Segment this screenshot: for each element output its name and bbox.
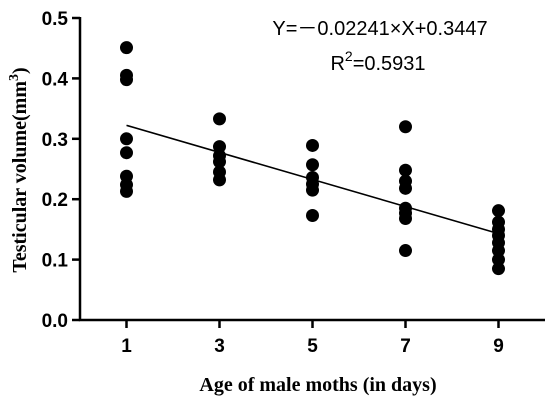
y-tick-label: 0.1 [42,251,69,272]
y-tick-label: 0.3 [42,130,68,151]
data-point [213,112,226,126]
data-point [492,204,505,218]
r2-prefix: R [330,53,344,75]
y-axis-title-end: ) [9,67,31,74]
data-point [399,120,412,134]
data-point [492,262,505,276]
x-tick-label: 1 [121,336,132,357]
data-point [120,41,133,55]
data-point [306,158,319,172]
y-axis-ticks: 0.0 0.1 0.2 0.3 0.4 0.5 [42,9,80,332]
data-point [213,155,226,169]
data-point [120,184,133,198]
y-tick-label: 0.4 [42,69,69,90]
x-tick-label: 5 [307,336,318,357]
y-axis-title-sup: 3 [7,74,22,81]
r2-superscript: 2 [345,48,353,64]
data-point [492,244,505,258]
data-point [399,163,412,177]
data-point [399,212,412,226]
data-point [399,181,412,195]
y-axis-title-main: Testicular volume(mm [9,81,31,273]
data-point [213,173,226,187]
data-point [120,146,133,160]
x-tick-label: 7 [400,336,411,357]
axes [78,17,545,322]
y-tick-label: 0.2 [42,190,68,211]
data-point [213,140,226,154]
r2-value: =0.5931 [353,53,426,75]
x-tick-label: 9 [493,336,504,357]
data-points [120,41,505,276]
y-tick-label: 0.0 [42,311,68,332]
data-point [120,73,133,87]
data-point [492,253,505,267]
x-axis-ticks: 1 3 5 7 9 [121,320,504,357]
data-point [120,132,133,146]
y-axis-title: Testicular volume(mm3) [7,67,31,272]
x-axis-title: Age of male moths (in days) [199,374,436,396]
data-point [399,244,412,258]
data-point [306,138,319,152]
r-squared-label: R2=0.5931 [330,48,425,75]
data-point [306,183,319,197]
y-tick-label: 0.5 [42,9,69,30]
x-tick-label: 3 [214,336,225,357]
regression-equation: Y=－0.02241×X+0.3447 [272,18,487,40]
data-point [306,209,319,223]
